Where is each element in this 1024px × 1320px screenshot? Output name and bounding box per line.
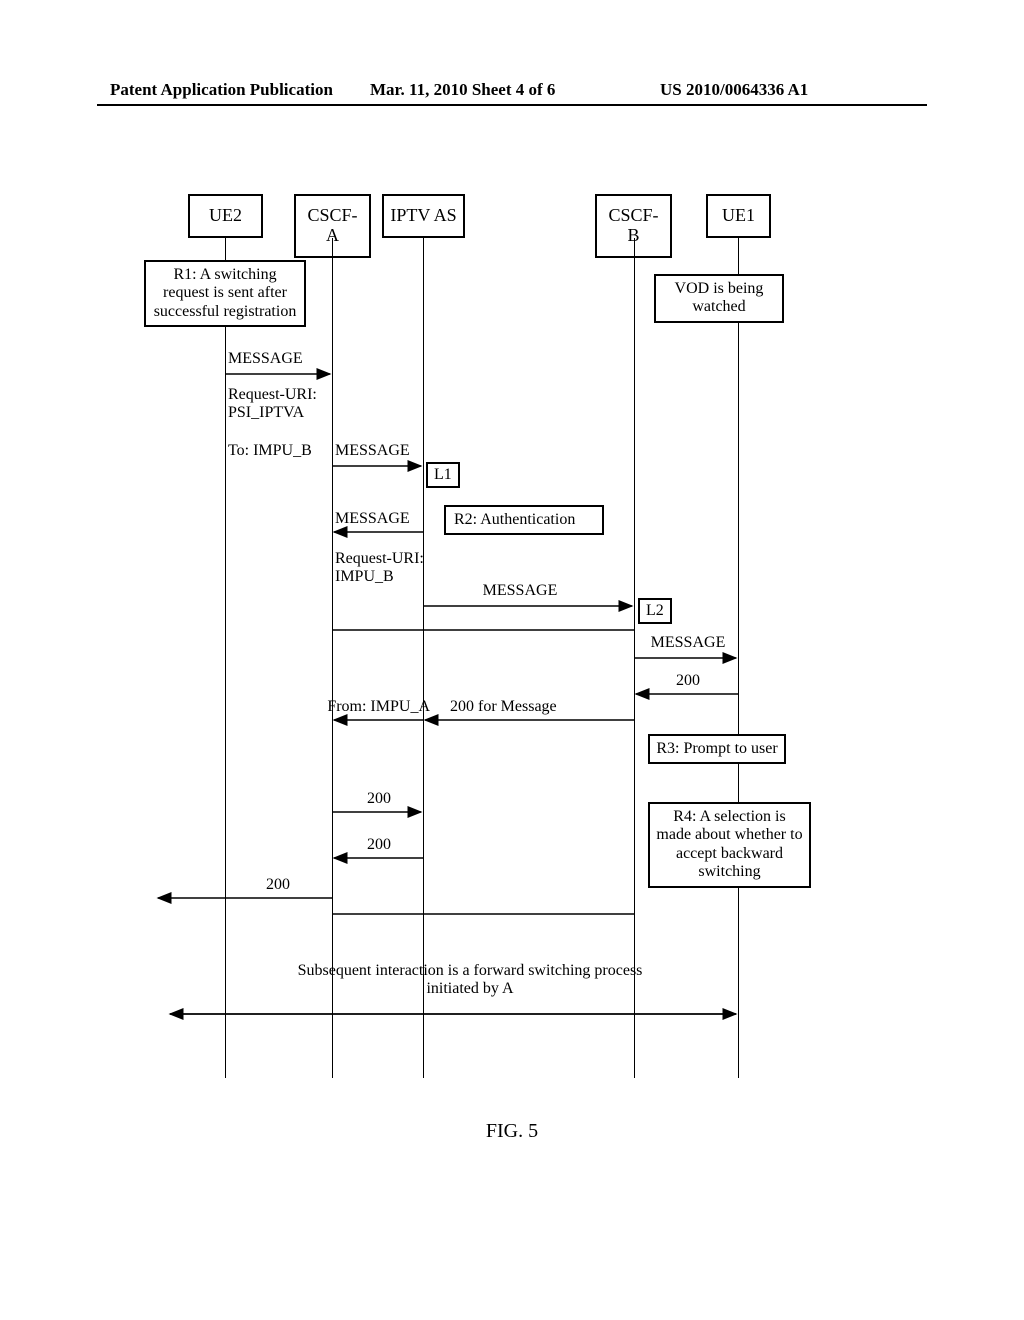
- participant-label: IPTV AS: [390, 205, 456, 225]
- note-text: L2: [646, 602, 664, 619]
- msg-label: MESSAGE: [460, 582, 580, 600]
- msg-label: Request-URI: PSI_IPTVA: [228, 386, 332, 423]
- lifeline-cscf-b: [634, 238, 635, 1078]
- msg-label: MESSAGE: [335, 510, 423, 528]
- participant-label: UE2: [209, 205, 242, 225]
- msg-label: MESSAGE: [335, 442, 423, 460]
- note-text: L1: [434, 466, 452, 483]
- msg-label: From: IMPU_A: [300, 698, 430, 716]
- lifeline-cscf-a: [332, 238, 333, 1078]
- header-rule: [97, 104, 927, 106]
- note-text: R4: A selection is made about whether to…: [656, 808, 802, 880]
- msg-label: To: IMPU_B: [228, 442, 332, 460]
- header-right: US 2010/0064336 A1: [660, 80, 808, 100]
- note-r4: R4: A selection is made about whether to…: [648, 802, 811, 888]
- figure-caption: FIG. 5: [0, 1120, 1024, 1143]
- msg-final: Subsequent interaction is a forward swit…: [260, 962, 680, 999]
- note-r3: R3: Prompt to user: [648, 734, 786, 764]
- participant-ue2: UE2: [188, 194, 263, 238]
- msg-label: 200: [335, 836, 423, 854]
- msg-label: 200: [228, 876, 328, 894]
- sequence-diagram: UE2 CSCF-A IPTV AS CSCF-B UE1 R1: A swit…: [0, 194, 1024, 1134]
- lifeline-iptv-as: [423, 238, 424, 1078]
- note-r2: R2: Authentication: [444, 505, 604, 535]
- lifeline-ue1: [738, 238, 739, 1078]
- note-text: R2: Authentication: [454, 511, 575, 528]
- lifeline-ue2: [225, 238, 226, 1078]
- msg-label: MESSAGE: [228, 350, 328, 368]
- msg-label: 200: [335, 790, 423, 808]
- participant-ue1: UE1: [706, 194, 771, 238]
- header-left: Patent Application Publication: [110, 80, 333, 100]
- note-text: R3: Prompt to user: [656, 740, 777, 757]
- note-l1: L1: [426, 462, 460, 488]
- msg-label: MESSAGE: [638, 634, 738, 652]
- note-l2: L2: [638, 598, 672, 624]
- msg-label: 200 for Message: [450, 698, 590, 716]
- participant-label: UE1: [722, 205, 755, 225]
- msg-label: Request-URI: IMPU_B: [335, 550, 435, 587]
- header-center: Mar. 11, 2010 Sheet 4 of 6: [370, 80, 555, 100]
- note-text: VOD is being watched: [675, 280, 764, 315]
- participant-iptv-as: IPTV AS: [382, 194, 465, 238]
- note-vod: VOD is being watched: [654, 274, 784, 323]
- note-text: R1: A switching request is sent after su…: [154, 266, 297, 320]
- msg-label: 200: [638, 672, 738, 690]
- note-r1: R1: A switching request is sent after su…: [144, 260, 306, 327]
